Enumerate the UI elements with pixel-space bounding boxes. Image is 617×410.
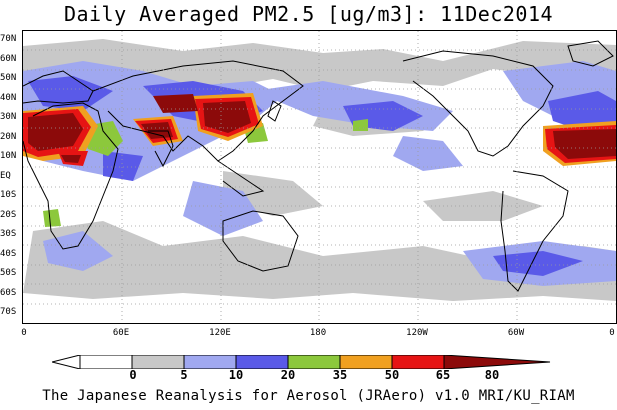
lon-label-120w: 120W (406, 328, 428, 338)
lat-label-10n: 10N (0, 151, 17, 161)
colorbar-tick-5: 5 (180, 368, 188, 382)
lat-label-60n: 60N (0, 54, 17, 64)
lat-label-20n: 20N (0, 132, 17, 142)
lat-label-70s: 70S (0, 307, 17, 317)
south-america-outline (500, 170, 569, 292)
colorbar-tick-0: 0 (129, 368, 137, 382)
map-title: Daily Averaged PM2.5 [ug/m3]: 11Dec2014 (63, 2, 554, 26)
colorbar-swatch-10-20 (183, 355, 237, 369)
lon-label-60w: 60W (507, 328, 525, 338)
map-canvas (23, 31, 616, 323)
lat-label-50n: 50N (0, 73, 17, 83)
lat-label-eq: EQ (0, 171, 11, 181)
lat-label-10s: 10S (0, 190, 17, 200)
lat-label-30n: 30N (0, 112, 17, 122)
lat-label-40n: 40N (0, 93, 17, 103)
lon-label-180: 180 (309, 328, 327, 338)
colorbar-swatch-20-35 (235, 355, 289, 369)
india-outline (148, 130, 174, 168)
colorbar-tick-50: 50 (384, 368, 400, 382)
lat-label-60s: 60S (0, 288, 17, 298)
africa-outline (23, 102, 119, 250)
lon-label-0-left: 0 (21, 328, 27, 338)
colorbar-swatch-0-5 (79, 355, 133, 369)
pm25-map (22, 30, 617, 324)
colorbar-tick-80: 80 (484, 368, 500, 382)
footer-credit: The Japanese Reanalysis for Aerosol (JRA… (42, 388, 575, 404)
colorbar-swatch-65-80 (391, 355, 445, 369)
lat-label-40s: 40S (0, 249, 17, 259)
colorbar-swatch-35-50 (287, 355, 341, 369)
colorbar-upper-arrow (443, 355, 551, 369)
colorbar-tick-35: 35 (332, 368, 348, 382)
colorbar-lower-arrow (52, 355, 81, 369)
lon-label-0-right: 0 (609, 328, 615, 338)
lat-label-50s: 50S (0, 268, 17, 278)
greenland-outline (567, 40, 614, 67)
coastlines (23, 40, 614, 292)
colorbar-tick-20: 20 (280, 368, 296, 382)
asia-outline (92, 60, 304, 162)
lat-label-70n: 70N (0, 34, 17, 44)
lon-label-120e: 120E (209, 328, 231, 338)
japan-outline (267, 100, 282, 122)
colorbar-tick-10: 10 (228, 368, 244, 382)
southeast-asia-outline (217, 160, 265, 197)
lon-label-60e: 60E (112, 328, 130, 338)
gridlines (23, 31, 616, 323)
colorbar-swatch-50-65 (339, 355, 393, 369)
lat-label-20s: 20S (0, 210, 17, 220)
colorbar (52, 355, 551, 369)
north-america-outline (402, 50, 554, 157)
colorbar-tick-65: 65 (435, 368, 451, 382)
lat-label-30s: 30S (0, 229, 17, 239)
colorbar-swatch-5-10 (131, 355, 185, 369)
australia-outline (222, 210, 299, 272)
